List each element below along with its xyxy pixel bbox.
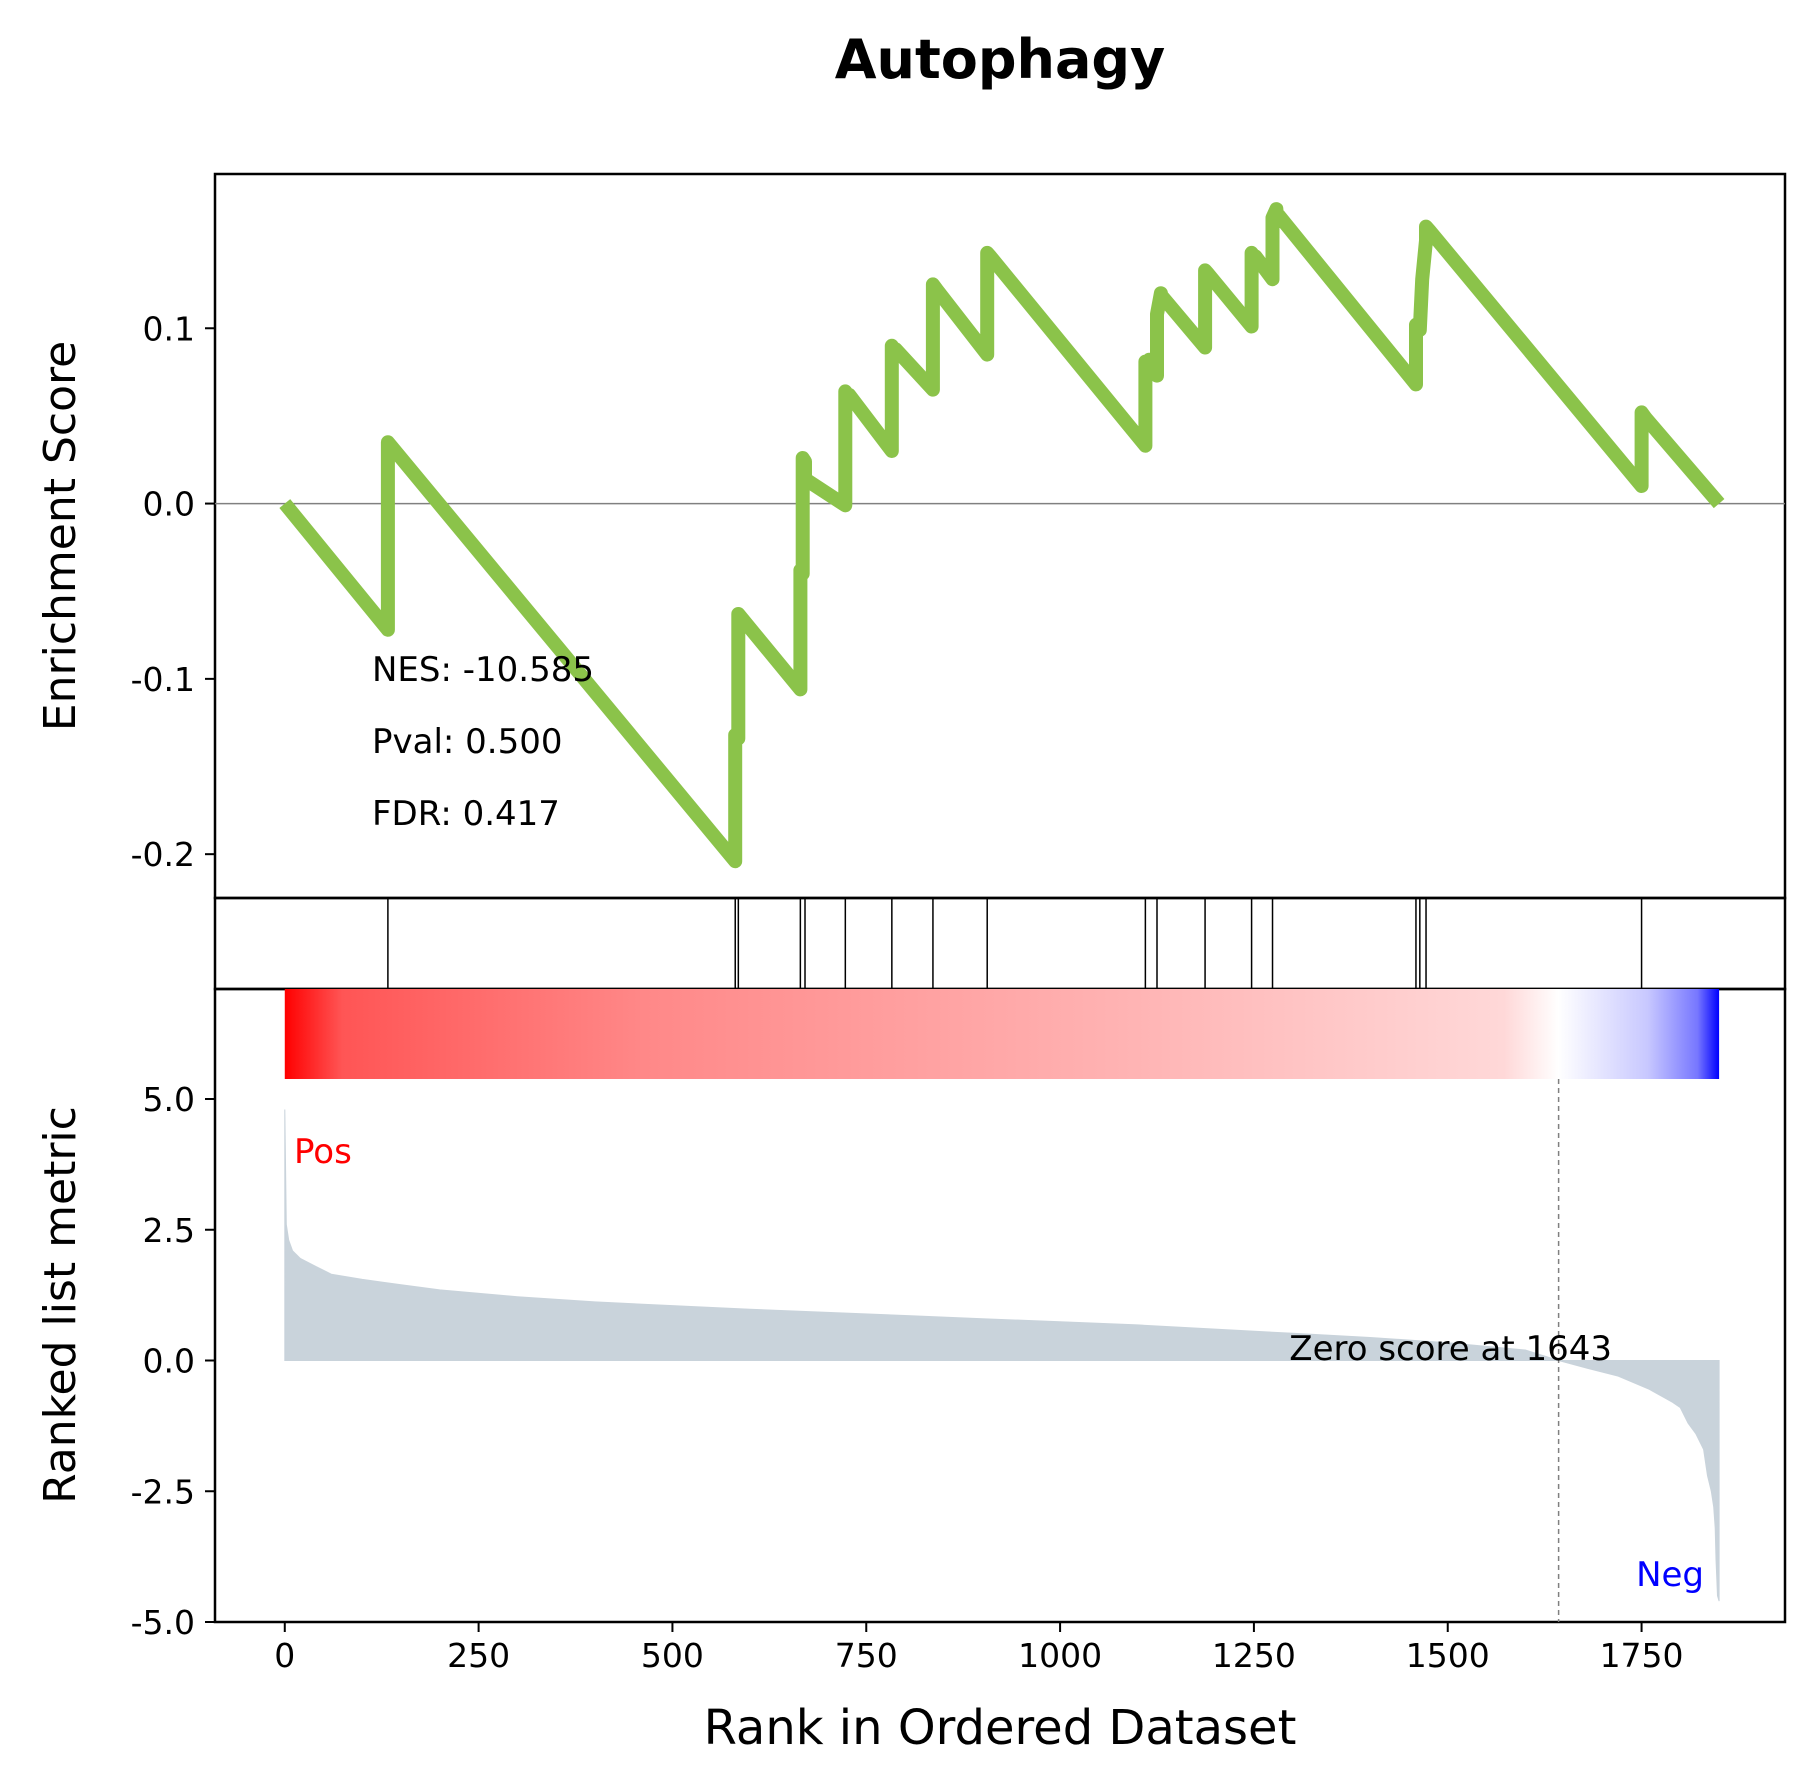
fdr-annotation: FDR: 0.417 (372, 794, 560, 834)
rank-ytick-label: 2.5 (143, 1211, 195, 1250)
rank-xtick-label: 1750 (1600, 1636, 1684, 1675)
rank-metric-panel: Zero score at 1643 Pos Neg 5.0 2.5 0.0 -2.5… (35, 987, 1787, 1756)
es-ytick-label: -0.2 (131, 835, 195, 874)
rank-xtick-label: 1000 (1018, 1636, 1102, 1675)
chart-title: Autophagy (835, 28, 1166, 91)
rank-xtick-label: 1250 (1212, 1636, 1296, 1675)
pval-annotation: Pval: 0.500 (372, 722, 563, 762)
es-y-axis: 0.1 0.0 -0.1 -0.2 (131, 309, 215, 874)
hit-lines-layer (387, 898, 1643, 989)
rank-x-axis: 0 250 500 750 1000 1250 1500 1750 (274, 1622, 1684, 1675)
neg-label: Neg (1636, 1555, 1704, 1595)
rank-xtick-label: 1500 (1406, 1636, 1490, 1675)
es-ylabel: Enrichment Score (35, 341, 86, 731)
rank-ytick-label: -2.5 (131, 1472, 195, 1511)
hits-panel (213, 896, 1787, 991)
rank-ytick-label: -5.0 (131, 1603, 195, 1642)
es-series-line (279, 202, 1725, 869)
zero-score-label: Zero score at 1643 (1289, 1329, 1612, 1369)
rank-ytick-label: 5.0 (143, 1080, 195, 1119)
rank-xlabel: Rank in Ordered Dataset (704, 1700, 1297, 1756)
rank-metric-area (284, 1109, 1720, 1602)
es-ytick-label: 0.0 (143, 485, 195, 524)
enrichment-score-panel: 0.10.0-0.1-0.2 NES: -10.585 Pval: 0.500 … (35, 172, 1787, 900)
hits-frame (213, 896, 1787, 991)
pos-label: Pos (294, 1132, 352, 1172)
es-ytick-label: 0.1 (143, 309, 195, 348)
es-line-layer (279, 202, 1725, 869)
rank-y-axis: 5.0 2.5 0.0 -2.5 -5.0 (131, 1080, 215, 1642)
rank-ylabel: Ranked list metric (35, 1106, 86, 1504)
rank-ytick-label: 0.0 (143, 1342, 195, 1381)
es-plot-frame (213, 172, 1787, 900)
rank-color-bar (284, 989, 1720, 1079)
rank-xtick-label: 250 (447, 1636, 510, 1675)
rank-xtick-label: 750 (835, 1636, 898, 1675)
es-ytick-label: -0.1 (131, 660, 195, 699)
rank-xtick-label: 500 (641, 1636, 704, 1675)
rank-metric-area-layer (284, 1109, 1720, 1602)
nes-annotation: NES: -10.585 (372, 650, 594, 690)
rank-xtick-label: 0 (274, 1636, 295, 1675)
